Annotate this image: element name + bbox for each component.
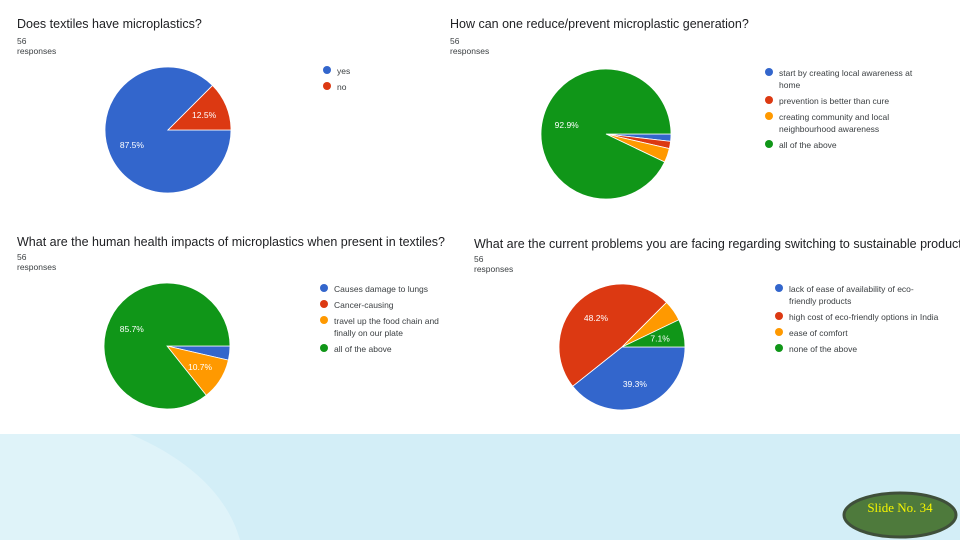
legend-label: all of the above xyxy=(334,344,392,354)
chart-legend: lack of ease of availability of eco-frie… xyxy=(775,283,940,359)
legend-item: high cost of eco-friendly options in Ind… xyxy=(775,311,940,323)
legend-label: travel up the food chain and finally on … xyxy=(334,316,439,338)
legend-label: no xyxy=(337,82,347,92)
legend-item: all of the above xyxy=(765,139,925,151)
legend-swatch xyxy=(775,328,783,336)
legend-label: high cost of eco-friendly options in Ind… xyxy=(789,312,939,322)
slide-number-badge: Slide No. 34 xyxy=(842,491,958,539)
legend-item: travel up the food chain and finally on … xyxy=(320,315,460,339)
legend-item: all of the above xyxy=(320,343,460,355)
legend-swatch xyxy=(320,316,328,324)
slice-data-label: 10.7% xyxy=(188,362,213,372)
chart-title: Does textiles have microplastics? xyxy=(17,17,202,31)
legend-item: start by creating local awareness at hom… xyxy=(765,67,925,91)
legend-label: none of the above xyxy=(789,344,858,354)
slice-data-label: 87.5% xyxy=(120,140,145,150)
legend-swatch xyxy=(320,284,328,292)
legend-swatch xyxy=(765,112,773,120)
legend-label: all of the above xyxy=(779,140,837,150)
legend-item: Causes damage to lungs xyxy=(320,283,460,295)
legend-swatch xyxy=(775,284,783,292)
legend-item: ease of comfort xyxy=(775,327,940,339)
pie-slice-2 xyxy=(605,133,672,150)
slice-data-label: 7.1% xyxy=(650,333,670,343)
legend-label: ease of comfort xyxy=(789,328,848,338)
pie-slice-3 xyxy=(605,133,670,163)
chart-legend: start by creating local awareness at hom… xyxy=(765,67,925,155)
background-wave xyxy=(130,434,960,540)
pie-slice-4 xyxy=(103,282,231,410)
pie-slice-1 xyxy=(166,345,231,361)
legend-item: prevention is better than cure xyxy=(765,95,925,107)
pie-slice-2 xyxy=(167,84,232,131)
chart-title: How can one reduce/prevent microplastic … xyxy=(450,17,749,31)
legend-swatch xyxy=(765,68,773,76)
pie-slice-3 xyxy=(165,345,229,396)
legend-swatch xyxy=(765,96,773,104)
legend-label: Cancer-causing xyxy=(334,300,394,310)
chart-legend: Causes damage to lungs Cancer-causing trav… xyxy=(320,283,460,359)
legend-label: prevention is better than cure xyxy=(779,96,890,106)
pie-slice-3 xyxy=(621,301,680,348)
chart-subtitle: 56 responses xyxy=(474,254,514,274)
chart-subtitle: 56 responses xyxy=(450,36,490,56)
legend-swatch xyxy=(323,82,331,90)
legend-item: Cancer-causing xyxy=(320,299,460,311)
legend-label: start by creating local awareness at hom… xyxy=(779,68,913,90)
legend-item: lack of ease of availability of eco-frie… xyxy=(775,283,940,307)
chart-title: What are the human health impacts of mic… xyxy=(17,235,445,249)
pie-slice-4 xyxy=(540,68,672,200)
slice-data-label: 92.9% xyxy=(555,120,580,130)
slice-data-label: 39.3% xyxy=(623,379,648,389)
slice-data-label: 85.7% xyxy=(120,324,145,334)
chart-subtitle: 56 responses xyxy=(17,36,57,56)
legend-swatch xyxy=(323,66,331,74)
pie-slice-2 xyxy=(558,283,668,387)
pie-slice-4 xyxy=(621,319,686,348)
legend-swatch xyxy=(775,312,783,320)
legend-item: none of the above xyxy=(775,343,940,355)
chart-legend: yes no xyxy=(323,65,433,97)
chart-title: What are the current problems you are fa… xyxy=(474,237,960,251)
legend-swatch xyxy=(775,344,783,352)
chart-subtitle: 56 responses xyxy=(17,252,57,272)
pie-slice-1 xyxy=(572,346,686,411)
legend-label: creating community and local neighbourho… xyxy=(779,112,890,134)
legend-swatch xyxy=(320,344,328,352)
legend-swatch xyxy=(765,140,773,148)
pie-slice-1 xyxy=(104,66,232,194)
legend-item: creating community and local neighbourho… xyxy=(765,111,925,135)
legend-item: yes xyxy=(323,65,433,77)
slice-data-label: 12.5% xyxy=(192,110,217,120)
legend-swatch xyxy=(320,300,328,308)
legend-label: Causes damage to lungs xyxy=(334,284,429,294)
slice-data-label: 48.2% xyxy=(584,313,609,323)
legend-item: no xyxy=(323,81,433,93)
legend-label: lack of ease of availability of eco-frie… xyxy=(789,284,914,306)
legend-label: yes xyxy=(337,66,351,76)
pie-slice-1 xyxy=(605,133,672,142)
slide-number-text: Slide No. 34 xyxy=(867,500,933,515)
